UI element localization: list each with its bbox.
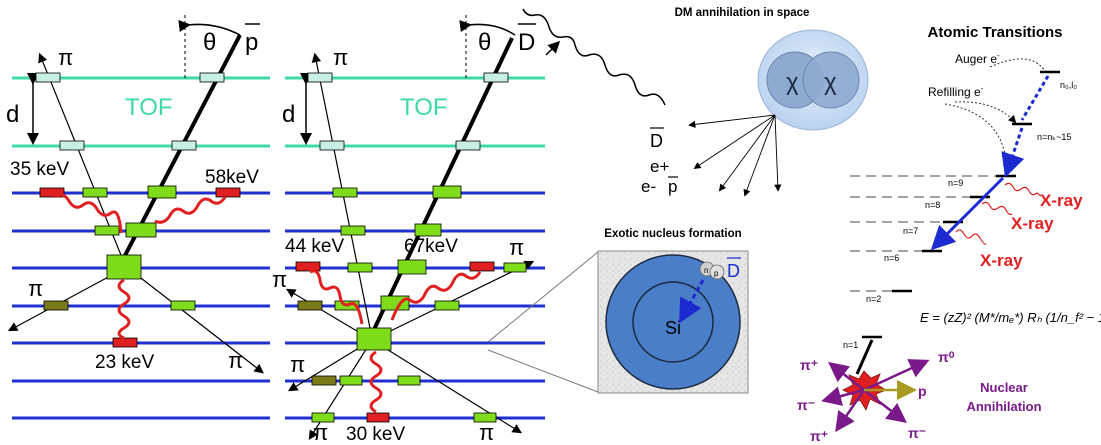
pion-label-bottom-left: π — [313, 420, 328, 445]
angle-label: θ — [478, 29, 491, 56]
pion-plus-upper: π⁺ — [800, 357, 818, 373]
refilling-dotted-arrow-1 — [954, 101, 1017, 124]
particle-label: p — [245, 29, 258, 56]
level-1: n=1 — [843, 340, 858, 350]
angle-arc — [178, 20, 241, 36]
detector-hits — [295, 72, 527, 423]
energy-levels-solid — [862, 70, 1060, 339]
product-antiproton: p — [668, 177, 677, 196]
dm-product-arrows — [688, 114, 782, 197]
energy-35kev: 35 keV — [10, 159, 69, 180]
exotic-title: Exotic nucleus formation — [604, 228, 741, 240]
si-label: Si — [665, 318, 681, 338]
particle-label: D — [518, 29, 535, 56]
tof-label: TOF — [400, 94, 448, 121]
xray-label-2: X-ray — [1011, 214, 1054, 233]
level-7: n=7 — [903, 226, 918, 236]
auger-dotted-arrow — [989, 58, 1046, 72]
left-detector-panel: θ p d TOF π π π — [6, 15, 270, 420]
energy-levels-dashed — [850, 175, 1000, 292]
antideuteron-wavy-path — [522, 8, 666, 106]
pion-label-left-lower: π — [290, 352, 305, 377]
antiproton — [709, 264, 725, 280]
level-n0: n₀,l₀ — [1060, 80, 1077, 90]
transition-energy-formula: E = (zZ)² (M*/mₑ*) Rₕ (1/n_f² − 1/n_i²) — [920, 310, 1101, 325]
energy-67kev: 67keV — [404, 236, 458, 257]
pion-label-right-upper: π — [509, 235, 524, 260]
cascade-solid — [930, 176, 1005, 251]
tof-label: TOF — [125, 94, 173, 121]
pion-label-left: π — [28, 276, 43, 301]
level-2: n=2 — [866, 294, 881, 304]
energy-23kev: 23 keV — [95, 352, 154, 373]
product-electron: e- — [641, 177, 656, 196]
product-antideuteron: D — [650, 131, 663, 151]
pion-label-bottom-right: π — [479, 420, 494, 445]
p-label: p — [714, 269, 719, 278]
final-capture-line — [855, 339, 874, 375]
pion-label-top: π — [58, 45, 73, 70]
antideuteron-arrowhead — [545, 40, 561, 56]
level-6: n=6 — [884, 253, 899, 263]
annihilation-products — [821, 359, 930, 433]
xray-label-1: X-ray — [1040, 191, 1083, 210]
cascade-dotted-1 — [1020, 75, 1050, 121]
detector-hits — [35, 72, 241, 348]
angle-label: θ — [203, 29, 216, 56]
chi-label-1: χ — [786, 69, 799, 96]
refilling-dotted-arrow-2 — [944, 103, 1011, 172]
dm-title: DM annihilation in space — [675, 7, 810, 19]
distance-label: d — [6, 101, 19, 128]
pion-zero: π⁰ — [938, 349, 955, 365]
zoom-line-top — [487, 251, 599, 343]
xray-label-3: X-ray — [980, 251, 1023, 270]
level-nk: n=nₖ~15 — [1037, 132, 1071, 142]
pion-label-left-upper: π — [272, 267, 287, 292]
exotic-nucleus-section: Exotic nucleus formation Si n p D — [487, 228, 749, 394]
pion-plus-lower: π⁺ — [810, 428, 828, 444]
atomic-xray-wiggles — [955, 182, 1042, 245]
right-detector-panel: θ D d TOF π π π π π π — [272, 15, 545, 445]
nuclear-annihilation-label-1: Nuclear — [980, 380, 1028, 395]
distance-label: d — [282, 101, 295, 128]
atomic-transitions-section: Atomic Transitions Auger e- Refilling e-… — [797, 24, 1101, 444]
capture-arrow — [679, 279, 705, 324]
proton-label: p — [918, 383, 927, 399]
pion-minus-right: π⁻ — [908, 425, 926, 441]
chi-label-2: χ — [824, 69, 837, 96]
dm-annihilation-section: DM annihilation in space χ χ D e+ e- p — [522, 7, 869, 197]
product-positron: e+ — [650, 157, 669, 176]
pion-label-top: π — [333, 45, 348, 70]
cascade-dotted-2 — [1001, 127, 1025, 178]
angle-arc — [459, 20, 516, 36]
xray-wiggles — [54, 193, 227, 340]
pion-label-right: π — [228, 348, 243, 373]
energy-58kev: 58keV — [205, 167, 259, 188]
exotic-particle-label: D — [727, 261, 740, 281]
level-8: n=8 — [925, 200, 940, 210]
auger-label: Auger e- — [955, 51, 1000, 66]
energy-30kev: 30 keV — [346, 424, 405, 445]
nuclear-annihilation-label-2: Annihilation — [966, 399, 1041, 414]
refilling-label: Refilling e- — [928, 84, 984, 99]
xray-wiggles — [309, 269, 482, 414]
atomic-title: Atomic Transitions — [927, 24, 1062, 41]
energy-44kev: 44 keV — [285, 236, 344, 257]
dm-particle-2 — [802, 51, 860, 109]
zoom-line-bottom — [487, 349, 599, 393]
level-9: n=9 — [948, 178, 963, 188]
pion-minus-left: π⁻ — [797, 397, 815, 413]
n-label: n — [704, 266, 708, 275]
